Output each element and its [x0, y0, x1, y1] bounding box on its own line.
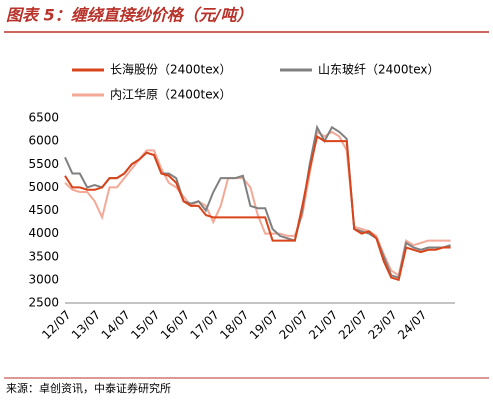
y-tick-label: 3500 [28, 249, 59, 263]
y-tick-label: 5500 [28, 157, 59, 171]
series-line [64, 130, 451, 277]
x-tick-label: 16/07 [158, 308, 192, 342]
y-tick-label: 5000 [28, 180, 59, 194]
y-tick-label: 4000 [28, 226, 59, 240]
x-tick-label: 14/07 [99, 308, 133, 342]
x-tick-label: 18/07 [217, 308, 251, 342]
legend-label: 长海股份（2400tex） [110, 62, 232, 77]
chart-title: 图表 5：缠绕直接纱价格（元/吨） [6, 6, 253, 25]
x-tick-label: 24/07 [395, 308, 429, 342]
source: 来源：卓创资讯，中泰证券研究所 [6, 381, 171, 395]
x-tick-label: 13/07 [69, 308, 103, 342]
x-tick-label: 21/07 [306, 308, 340, 342]
y-tick-label: 4500 [28, 203, 59, 217]
x-tick-label: 23/07 [365, 308, 399, 342]
x-tick-label: 17/07 [188, 308, 222, 342]
y-tick-label: 3000 [28, 272, 59, 286]
series-line [64, 134, 451, 282]
x-tick-label: 19/07 [247, 308, 281, 342]
x-tick-label: 15/07 [128, 308, 162, 342]
y-tick-label: 2500 [28, 296, 59, 310]
x-tick-label: 22/07 [336, 308, 370, 342]
x-tick-label: 20/07 [276, 308, 310, 342]
legend-label: 山东玻纤（2400tex） [318, 63, 440, 77]
x-tick-label: 12/07 [39, 308, 73, 342]
series-line [64, 124, 451, 279]
legend-label: 内江华原（2400tex） [110, 88, 232, 102]
y-tick-label: 6000 [28, 134, 59, 148]
y-tick-label: 6500 [28, 111, 59, 125]
